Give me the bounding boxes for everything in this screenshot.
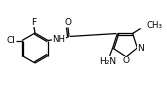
Text: O: O <box>123 56 130 65</box>
Text: N: N <box>137 44 144 53</box>
Text: CH₃: CH₃ <box>147 21 163 30</box>
Text: NH: NH <box>52 35 65 44</box>
Text: O: O <box>64 18 71 27</box>
Text: F: F <box>31 18 36 27</box>
Text: H₂N: H₂N <box>99 57 116 66</box>
Text: Cl: Cl <box>7 36 15 45</box>
